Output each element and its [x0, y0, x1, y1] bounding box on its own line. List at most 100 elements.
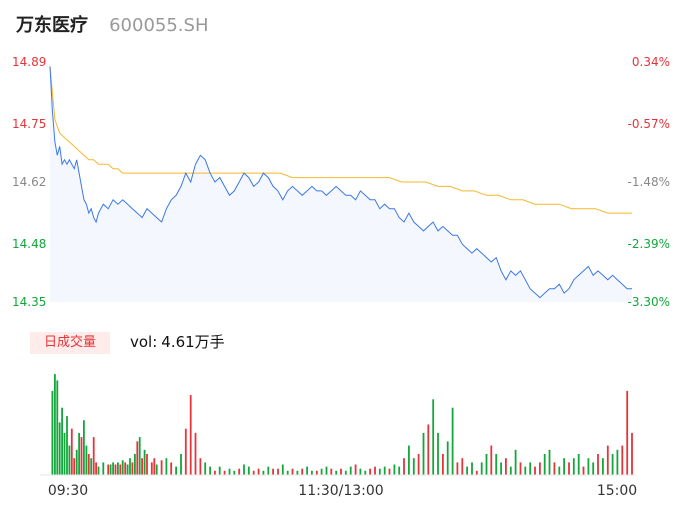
volume-bar	[427, 424, 430, 475]
volume-bar	[70, 428, 73, 475]
volume-bar	[175, 466, 177, 475]
y-tick-label: 14.75	[12, 117, 46, 131]
volume-bar	[374, 466, 376, 475]
volume-bar	[369, 468, 371, 475]
volume-bar	[109, 464, 112, 475]
volume-bar	[378, 468, 381, 475]
volume-bar	[204, 462, 207, 475]
volume-bar	[117, 462, 119, 475]
volume-bar	[170, 462, 173, 475]
volume-bar	[471, 462, 473, 475]
volume-bar	[129, 458, 131, 475]
volume-bar	[58, 422, 61, 475]
volume-bar	[335, 470, 338, 475]
volume-value: 4.61万手	[161, 333, 225, 351]
volume-bar	[121, 460, 124, 475]
stock-name: 万东医疗	[16, 15, 88, 36]
volume-bar	[146, 454, 148, 475]
volume-bar	[228, 468, 231, 475]
volume-bar	[553, 462, 556, 475]
volume-bar	[252, 470, 255, 475]
volume-label: vol:	[130, 333, 158, 351]
volume-bar	[73, 458, 76, 475]
volume-bar	[66, 416, 68, 475]
volume-bar	[95, 462, 97, 475]
volume-bar	[383, 466, 386, 475]
volume-bar	[301, 468, 304, 475]
volume-bar	[563, 458, 565, 475]
volume-bar	[107, 464, 110, 475]
volume-bar	[85, 445, 88, 475]
volume-bar	[509, 466, 512, 475]
stock-title: 万东医疗 600055.SH	[16, 12, 209, 40]
volume-bar	[602, 458, 604, 475]
price-area	[50, 66, 632, 303]
volume-bar	[495, 454, 498, 475]
volume-bar	[403, 458, 405, 475]
volume-bar	[558, 466, 561, 475]
volume-bar	[568, 462, 570, 475]
volume-bar	[150, 462, 153, 475]
volume-bar	[315, 470, 318, 475]
volume-tab[interactable]: 日成交量	[30, 332, 110, 354]
volume-bar	[422, 432, 425, 475]
volume-bar	[325, 466, 328, 475]
volume-bar	[87, 454, 90, 475]
volume-bar	[136, 441, 139, 475]
volume-bar	[311, 470, 313, 475]
volume-bar	[611, 454, 614, 475]
x-tick-label: 09:30	[48, 483, 88, 499]
x-tick-label: 15:00	[597, 483, 637, 499]
volume-bar	[153, 458, 156, 475]
volume-bar	[80, 437, 83, 475]
volume-bar	[141, 458, 143, 475]
volume-bar	[592, 462, 595, 475]
volume-bar	[485, 454, 488, 475]
volume-bar	[631, 432, 633, 475]
volume-bar	[412, 458, 415, 475]
volume-bar	[519, 462, 522, 475]
volume-bar	[529, 462, 532, 475]
volume-bar	[364, 470, 367, 475]
volume-bar	[143, 449, 146, 475]
volume-bar	[306, 466, 308, 475]
volume-bar	[626, 390, 629, 475]
volume-bar	[272, 468, 274, 475]
volume-bar	[218, 466, 221, 475]
volume-bar	[238, 468, 241, 475]
volume-bar	[97, 466, 100, 475]
volume-bar	[78, 432, 80, 475]
volume-bar	[354, 464, 357, 475]
volume-bar	[408, 445, 410, 475]
volume-bar	[92, 437, 95, 475]
volume-bar	[296, 470, 299, 475]
y-tick-label: 14.35	[12, 295, 46, 309]
volume-bar	[456, 462, 459, 475]
volume-bar	[102, 462, 105, 475]
volume-bar	[247, 466, 250, 475]
volume-bar	[124, 462, 127, 475]
volume-bar	[277, 468, 279, 475]
volume-bar	[539, 462, 541, 475]
y2-tick-label: -1.48%	[628, 175, 670, 189]
volume-bar	[114, 464, 117, 475]
avg-price-line	[49, 66, 632, 214]
volume-bar	[131, 462, 134, 475]
volume-bar	[344, 470, 347, 475]
volume-bar	[388, 468, 391, 475]
volume-bar	[209, 466, 211, 475]
x-tick-label: 11:30/13:00	[298, 483, 383, 499]
volume-bar	[286, 470, 289, 475]
volume-bar	[587, 458, 590, 475]
y2-tick-label: -0.57%	[628, 117, 670, 131]
volume-bar	[432, 399, 435, 475]
volume-readout: vol: 4.61万手	[130, 331, 229, 353]
volume-bar	[83, 420, 85, 475]
volume-bar	[490, 445, 493, 475]
volume-bar	[437, 432, 439, 475]
volume-bar	[475, 470, 478, 475]
volume-bar	[54, 374, 56, 475]
volume-bar	[548, 449, 551, 475]
volume-bar	[524, 466, 527, 475]
